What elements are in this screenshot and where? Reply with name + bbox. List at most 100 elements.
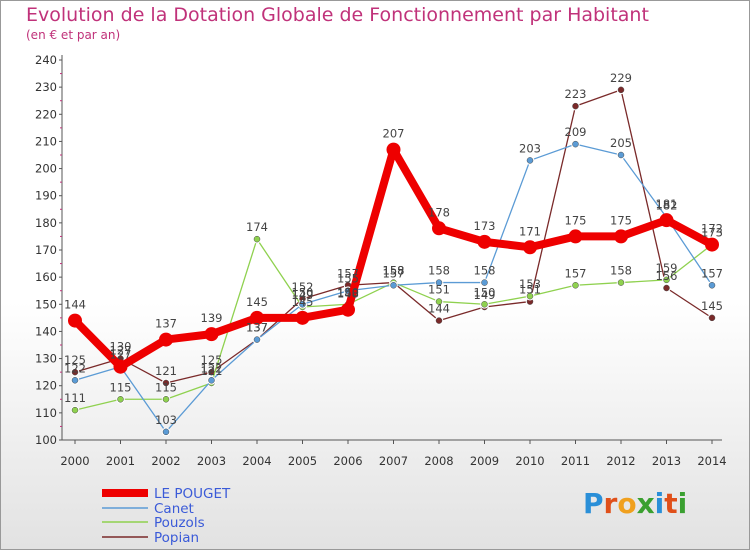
data-label: 158	[383, 264, 405, 278]
data-point	[432, 221, 446, 236]
logo-letter: i	[677, 487, 688, 520]
data-label: 151	[428, 283, 450, 297]
data-label: 103	[155, 413, 177, 427]
data-label: 127	[110, 348, 132, 362]
x-tick-label: 2004	[242, 454, 271, 468]
data-point	[708, 282, 716, 289]
proxiti-logo: Proxiti	[583, 487, 687, 520]
data-label: 125	[201, 353, 223, 367]
x-tick-label: 2007	[379, 454, 408, 468]
data-point	[71, 406, 79, 414]
data-point	[526, 292, 534, 300]
data-label: 158	[383, 264, 405, 278]
data-label: 150	[292, 285, 314, 299]
data-label: 150	[337, 285, 359, 299]
data-label: 115	[155, 380, 177, 394]
data-label: 157	[701, 266, 723, 280]
data-label: 150	[474, 285, 496, 299]
data-point	[614, 229, 628, 244]
data-label: 205	[610, 136, 632, 150]
logo-letter: o	[617, 487, 637, 520]
logo-letter: i	[654, 487, 665, 520]
x-tick-label: 2009	[470, 454, 499, 468]
data-label: 122	[64, 361, 86, 375]
data-point	[253, 235, 261, 243]
data-point	[113, 359, 128, 374]
data-point	[617, 279, 625, 286]
y-tick-label: 130	[35, 352, 57, 366]
data-label: 175	[610, 213, 632, 227]
data-point	[71, 377, 79, 384]
data-label: 125	[64, 353, 86, 367]
data-label: 148	[337, 287, 359, 301]
data-label: 153	[519, 277, 541, 291]
y-tick-label: 190	[35, 189, 57, 203]
x-tick-label: 2014	[697, 454, 726, 468]
data-label: 130	[110, 340, 132, 354]
data-label: 144	[428, 302, 450, 316]
y-tick-label: 120	[35, 379, 57, 393]
logo-letter: r	[603, 487, 618, 520]
data-label: 209	[565, 125, 587, 139]
data-label: 158	[610, 264, 632, 278]
data-point	[435, 279, 443, 286]
data-label: 157	[565, 266, 587, 280]
y-tick-label: 200	[35, 162, 57, 176]
y-tick-label: 230	[35, 80, 57, 94]
data-point	[572, 102, 579, 110]
data-point	[295, 310, 310, 325]
data-label: 182	[656, 198, 678, 212]
data-point	[572, 282, 579, 289]
y-tick-label: 140	[35, 324, 57, 338]
data-label: 137	[246, 321, 268, 335]
x-tick-label: 2013	[652, 454, 681, 468]
x-tick-label: 2003	[197, 454, 226, 468]
series-line-le-pouget	[71, 145, 716, 371]
data-label: 173	[474, 219, 496, 233]
y-tick-label: 150	[35, 297, 57, 311]
data-label: 139	[201, 311, 223, 325]
data-point	[481, 301, 488, 308]
data-point	[208, 377, 215, 384]
y-tick-label: 180	[35, 216, 57, 230]
data-point	[386, 142, 401, 157]
data-label: 145	[292, 295, 314, 309]
data-point	[159, 332, 173, 347]
x-tick-label: 2006	[333, 454, 362, 468]
data-label: 159	[656, 261, 678, 275]
x-tick-label: 2011	[561, 454, 590, 468]
y-tick-label: 220	[35, 107, 57, 121]
data-point	[481, 279, 488, 286]
data-point	[663, 284, 670, 292]
x-tick-label: 2008	[424, 454, 453, 468]
legend-label: Popian	[154, 530, 199, 546]
data-point	[341, 302, 355, 317]
y-tick-label: 110	[35, 406, 57, 420]
data-point	[663, 276, 670, 284]
x-tick-label: 2010	[515, 454, 544, 468]
data-point	[477, 234, 492, 249]
data-label: 122	[201, 361, 223, 375]
data-point	[572, 140, 579, 148]
data-label: 229	[610, 71, 632, 85]
data-point	[117, 396, 124, 403]
data-label: 149	[474, 288, 496, 302]
data-label: 137	[155, 317, 177, 331]
y-tick-label: 210	[35, 134, 57, 148]
data-point	[162, 428, 170, 436]
logo-letter: t	[664, 487, 678, 520]
data-point	[162, 379, 170, 387]
data-label: 203	[519, 141, 541, 155]
data-point	[390, 282, 397, 289]
data-label: 181	[656, 197, 678, 211]
data-label: 223	[565, 87, 587, 101]
data-label: 145	[701, 299, 723, 313]
x-tick-label: 2005	[288, 454, 317, 468]
data-label: 171	[519, 224, 541, 238]
data-label: 157	[337, 266, 359, 280]
x-tick-label: 2002	[151, 454, 180, 468]
y-tick-label: 240	[35, 53, 57, 67]
data-point	[71, 368, 79, 376]
